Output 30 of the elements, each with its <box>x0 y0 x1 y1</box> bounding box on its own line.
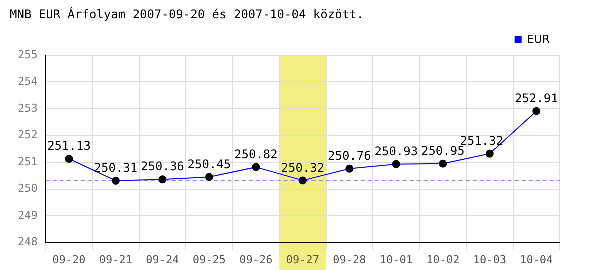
y-tick-label: 252 <box>18 128 38 142</box>
legend-label: EUR <box>527 32 550 46</box>
x-tick-label: 10-01 <box>380 253 413 266</box>
x-tick-label: 09-24 <box>146 253 180 266</box>
data-label: 250.45 <box>188 157 232 172</box>
x-tick-label: 09-25 <box>192 253 226 266</box>
x-tick-label: 09-26 <box>240 253 273 266</box>
data-label: 250.93 <box>374 144 418 158</box>
data-label: 251.13 <box>48 139 91 154</box>
x-tick-label: 09-20 <box>52 253 86 266</box>
chart-title: MNB EUR Árfolyam 2007-09-20 és 2007-10-04 között. <box>10 6 364 22</box>
x-tick-label: 09-28 <box>333 253 366 266</box>
x-tick-label: 09-27 <box>286 253 320 266</box>
y-tick-label: 249 <box>18 208 38 222</box>
data-label: 250.76 <box>328 149 372 164</box>
data-label: 250.82 <box>234 147 278 162</box>
y-tick-label: 253 <box>18 102 38 115</box>
y-tick-label: 251 <box>18 155 38 168</box>
x-tick-label: 09-21 <box>99 253 133 266</box>
x-tick-label: 10-04 <box>520 253 554 266</box>
y-tick-label: 248 <box>18 236 38 249</box>
data-label: 252.91 <box>514 91 558 106</box>
y-tick-label: 254 <box>18 75 38 88</box>
x-tick-label: 10-02 <box>426 253 460 266</box>
y-tick-label: 250 <box>18 182 38 196</box>
x-tick-label: 10-03 <box>473 253 506 266</box>
y-tick-label: 255 <box>18 48 38 62</box>
data-label: 250.32 <box>281 160 325 175</box>
data-label: 250.36 <box>141 160 184 174</box>
data-label: 250.31 <box>94 161 138 176</box>
